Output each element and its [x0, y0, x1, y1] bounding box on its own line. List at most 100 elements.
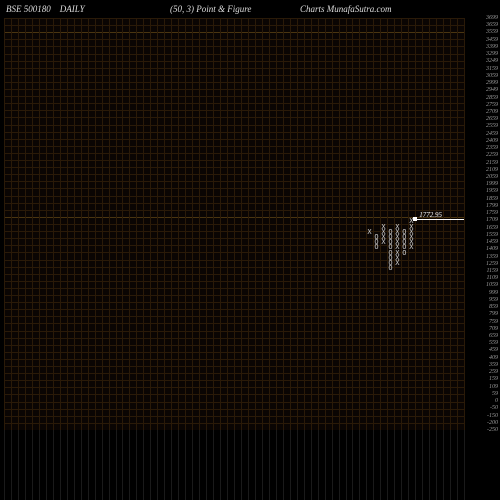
y-axis-tick-label: 2659 — [466, 117, 498, 122]
grid-line-v — [213, 18, 214, 430]
grid-line-v — [464, 18, 465, 430]
bottom-grid-line — [88, 430, 89, 500]
y-axis-tick-label: 2459 — [466, 132, 498, 137]
grid-line-v — [401, 18, 402, 430]
bottom-grid-line — [25, 430, 26, 500]
bottom-grid-line — [443, 430, 444, 500]
bottom-grid-line — [380, 430, 381, 500]
bottom-grid-line — [136, 430, 137, 500]
bottom-grid-line — [171, 430, 172, 500]
grid-line-v — [81, 18, 82, 430]
bottom-grid-line — [325, 430, 326, 500]
grid-line-v — [304, 18, 305, 430]
y-axis-tick-label: 799 — [466, 312, 498, 317]
bottom-grid-line — [422, 430, 423, 500]
bottom-grid-line — [255, 430, 256, 500]
current-price-line — [415, 219, 464, 220]
grid-line-v — [150, 18, 151, 430]
y-axis-tick-label: 3299 — [466, 52, 498, 57]
y-axis-tick-label: 759 — [466, 320, 498, 325]
bottom-grid-line — [297, 430, 298, 500]
bottom-grid-line — [18, 430, 19, 500]
current-price-marker — [413, 217, 417, 221]
bottom-grid-line — [206, 430, 207, 500]
bottom-grid-line — [164, 430, 165, 500]
bottom-grid-line — [401, 430, 402, 500]
grid-line-v — [185, 18, 186, 430]
grid-line-v — [122, 18, 123, 430]
current-price-label: 1772.95 — [419, 211, 442, 219]
grid-line-v — [171, 18, 172, 430]
pnf-x-mark: X — [367, 229, 371, 236]
grid-line-v — [129, 18, 130, 430]
y-axis-tick-label: 3399 — [466, 45, 498, 50]
grid-line-v — [143, 18, 144, 430]
grid-line-v — [366, 18, 367, 430]
grid-line-v — [192, 18, 193, 430]
y-axis-tick-label: 2059 — [466, 175, 498, 180]
bottom-grid-line — [332, 430, 333, 500]
bottom-grid-line — [248, 430, 249, 500]
grid-line-v — [332, 18, 333, 430]
grid-line-v — [422, 18, 423, 430]
bottom-grid-line — [53, 430, 54, 500]
grid-line-v — [457, 18, 458, 430]
y-axis-tick-label: 0 — [466, 399, 498, 404]
y-axis-tick-label: 1999 — [466, 182, 498, 187]
grid-line-v — [199, 18, 200, 430]
y-axis-tick-label: 659 — [466, 334, 498, 339]
grid-line-v — [318, 18, 319, 430]
bottom-grid-line — [95, 430, 96, 500]
bottom-grid-line — [311, 430, 312, 500]
bottom-grid-line — [116, 430, 117, 500]
y-axis-tick-label: -50 — [466, 406, 498, 411]
y-axis-tick-label: 1559 — [466, 233, 498, 238]
bottom-grid-line — [457, 430, 458, 500]
grid-line-v — [102, 18, 103, 430]
grid-line-v — [116, 18, 117, 430]
y-axis-labels: 3699365935593459339932993249315930592999… — [466, 18, 498, 430]
bottom-grid-line — [102, 430, 103, 500]
y-axis-tick-label: 159 — [466, 377, 498, 382]
y-axis-tick-label: 559 — [466, 341, 498, 346]
grid-line-v — [136, 18, 137, 430]
bottom-grid-line — [109, 430, 110, 500]
grid-line-v — [436, 18, 437, 430]
grid-line-v — [227, 18, 228, 430]
grid-line-v — [206, 18, 207, 430]
grid-line-v — [346, 18, 347, 430]
bottom-grid-line — [269, 430, 270, 500]
bottom-grid-line — [192, 430, 193, 500]
bottom-grid-line — [415, 430, 416, 500]
bottom-grid-line — [178, 430, 179, 500]
grid-line-v — [297, 18, 298, 430]
grid-line-v — [429, 18, 430, 430]
bottom-grid-line — [234, 430, 235, 500]
grid-line-v — [387, 18, 388, 430]
grid-line-v — [32, 18, 33, 430]
grid-line-v — [60, 18, 61, 430]
source-text: Charts MunafaSutra.com — [300, 4, 392, 14]
bottom-grid-line — [283, 430, 284, 500]
grid-line-v — [53, 18, 54, 430]
bottom-grid-line — [129, 430, 130, 500]
grid-line-v — [276, 18, 277, 430]
y-axis-tick-label: -150 — [466, 414, 498, 419]
y-axis-tick-label: 2949 — [466, 88, 498, 93]
y-axis-tick-label: 1709 — [466, 218, 498, 223]
y-axis-tick-label: 109 — [466, 385, 498, 390]
y-axis-tick-label: -250 — [466, 428, 498, 433]
pnf-o-mark: O — [402, 250, 406, 257]
bottom-grid-line — [157, 430, 158, 500]
y-axis-tick-label: 3699 — [466, 16, 498, 21]
y-axis-tick-label: 1259 — [466, 262, 498, 267]
grid-line-v — [262, 18, 263, 430]
grid-line-v — [67, 18, 68, 430]
grid-line-v — [178, 18, 179, 430]
bottom-panel — [0, 430, 500, 500]
y-axis-tick-label: 1459 — [466, 240, 498, 245]
grid-line-v — [352, 18, 353, 430]
grid-line-v — [373, 18, 374, 430]
bottom-grid-line — [276, 430, 277, 500]
bottom-grid-line — [143, 430, 144, 500]
